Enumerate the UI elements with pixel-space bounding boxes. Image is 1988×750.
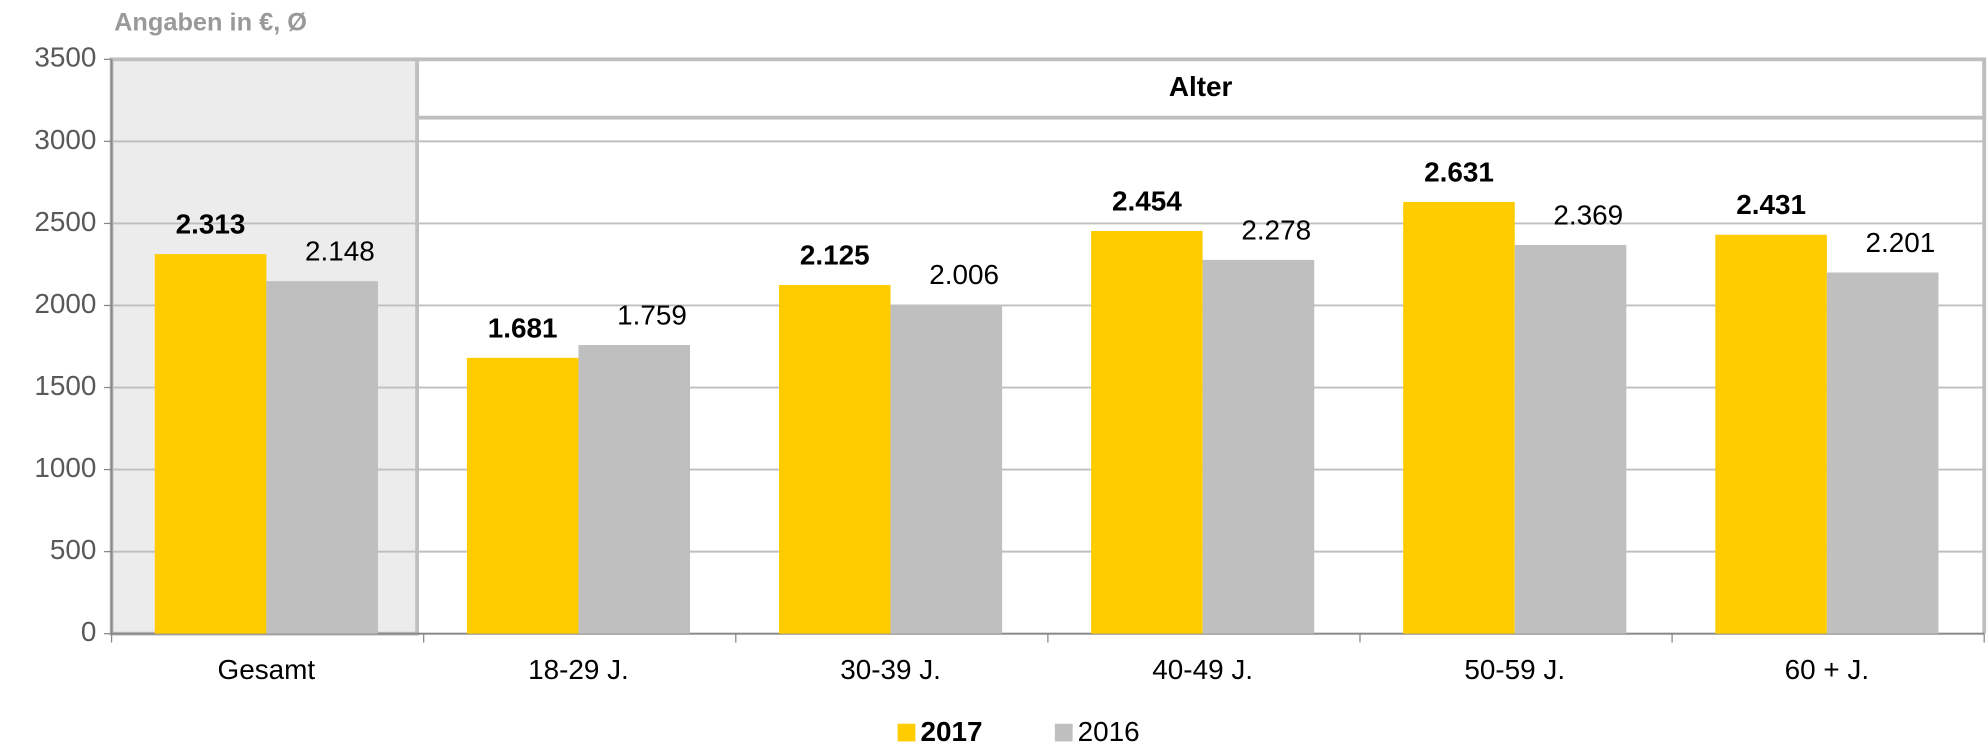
x-tick-label: 30-39 J.	[840, 654, 941, 685]
value-label: 2.125	[800, 239, 870, 270]
bar	[154, 254, 267, 634]
y-tick-label: 0	[81, 616, 97, 647]
legend-label: 2017	[920, 716, 982, 745]
value-label: 2.369	[1553, 199, 1623, 230]
bar	[778, 284, 891, 634]
legend-swatch	[897, 723, 916, 742]
value-label: 2.006	[929, 259, 999, 290]
x-tick-label: 60 + J.	[1785, 654, 1869, 685]
bar	[1403, 201, 1515, 634]
bar	[1826, 272, 1939, 634]
value-label: 2.631	[1424, 156, 1494, 187]
value-label: 2.148	[305, 236, 375, 267]
bar	[1514, 244, 1627, 634]
alter-box	[415, 57, 1987, 120]
y-tick-label: 3000	[34, 124, 96, 155]
value-label: 2.454	[1112, 185, 1182, 216]
y-tick-label: 500	[50, 534, 97, 565]
value-label: 2.313	[176, 209, 246, 240]
value-label: 2.278	[1241, 214, 1311, 245]
bar	[1715, 234, 1827, 634]
y-tick-label: 2000	[34, 288, 96, 319]
value-label: 1.681	[488, 312, 558, 343]
y-tick-label: 3500	[34, 42, 96, 73]
value-label: 2.431	[1736, 189, 1806, 220]
x-tick-label: 50-59 J.	[1464, 654, 1565, 685]
value-label: 2.201	[1866, 227, 1936, 258]
bar	[1091, 230, 1203, 634]
x-tick-label: 18-29 J.	[528, 654, 629, 685]
value-label: 1.759	[617, 300, 687, 331]
annotation: Alter	[1169, 71, 1233, 102]
y-tick-label: 1000	[34, 452, 96, 483]
legend-label: 2016	[1078, 716, 1140, 745]
x-tick-label: Gesamt	[218, 654, 316, 685]
x-tick-label: 40-49 J.	[1152, 654, 1253, 685]
subtitle: Angaben in €, Ø	[114, 9, 307, 37]
bar	[466, 357, 579, 634]
y-tick-label: 2500	[34, 206, 96, 237]
bar	[890, 304, 1003, 634]
bar	[1202, 259, 1315, 634]
legend-swatch	[1054, 723, 1073, 742]
bar	[578, 345, 691, 634]
bar	[266, 281, 378, 634]
y-tick-label: 1500	[34, 370, 96, 401]
